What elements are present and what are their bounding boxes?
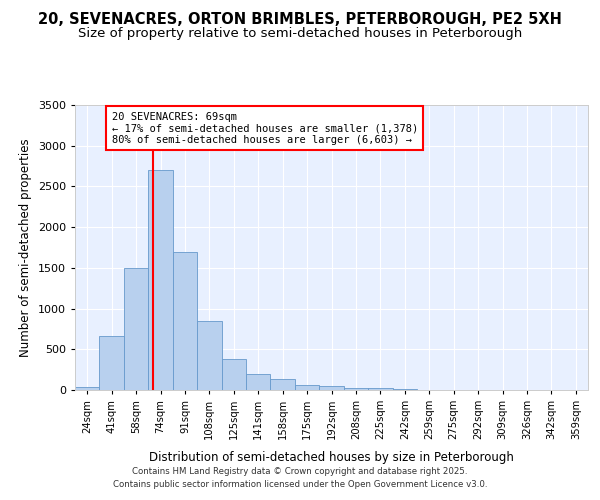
Text: 20, SEVENACRES, ORTON BRIMBLES, PETERBOROUGH, PE2 5XH: 20, SEVENACRES, ORTON BRIMBLES, PETERBOR… — [38, 12, 562, 28]
Bar — [246, 374, 271, 390]
Bar — [197, 321, 221, 390]
Bar — [148, 170, 173, 390]
Bar — [124, 268, 148, 390]
Bar — [271, 378, 295, 390]
Text: 20 SEVENACRES: 69sqm
← 17% of semi-detached houses are smaller (1,378)
80% of se: 20 SEVENACRES: 69sqm ← 17% of semi-detac… — [112, 112, 418, 144]
Bar — [368, 388, 392, 390]
Bar — [295, 384, 319, 390]
X-axis label: Distribution of semi-detached houses by size in Peterborough: Distribution of semi-detached houses by … — [149, 450, 514, 464]
Text: Contains public sector information licensed under the Open Government Licence v3: Contains public sector information licen… — [113, 480, 487, 489]
Bar — [319, 386, 344, 390]
Y-axis label: Number of semi-detached properties: Number of semi-detached properties — [19, 138, 32, 357]
Bar — [221, 359, 246, 390]
Bar — [344, 388, 368, 390]
Bar — [75, 386, 100, 390]
Text: Contains HM Land Registry data © Crown copyright and database right 2025.: Contains HM Land Registry data © Crown c… — [132, 467, 468, 476]
Bar — [173, 252, 197, 390]
Text: Size of property relative to semi-detached houses in Peterborough: Size of property relative to semi-detach… — [78, 28, 522, 40]
Bar — [100, 336, 124, 390]
